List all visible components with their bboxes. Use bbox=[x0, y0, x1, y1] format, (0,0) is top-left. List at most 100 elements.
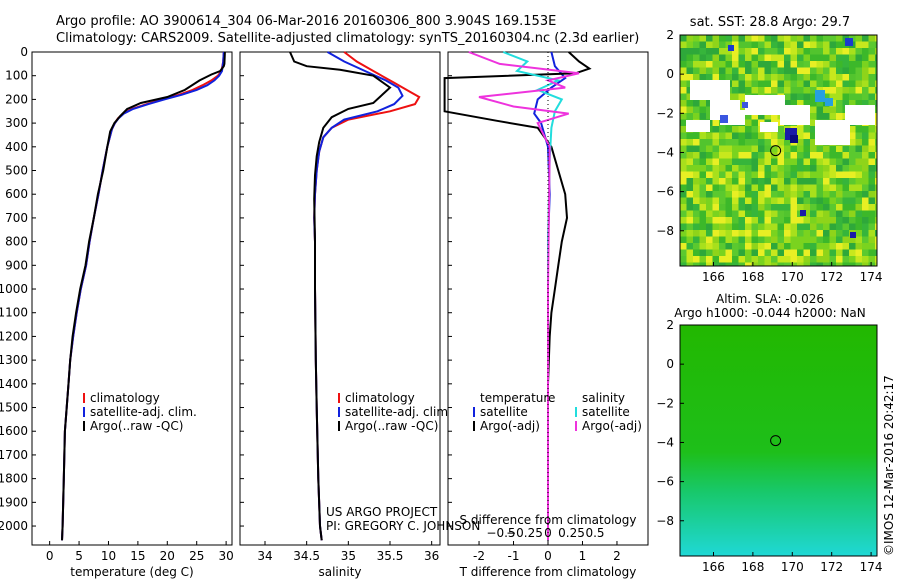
sst-cell bbox=[745, 256, 752, 263]
sst-cell bbox=[738, 256, 746, 263]
sst-cell bbox=[764, 35, 772, 42]
sst-cell bbox=[816, 145, 824, 153]
depth-tick-label: 700 bbox=[5, 211, 28, 225]
sst-cell bbox=[797, 223, 804, 231]
sst-cell bbox=[855, 67, 863, 75]
sst-cell bbox=[810, 197, 817, 205]
sst-cell bbox=[855, 48, 863, 55]
depth-tick-label: 1800 bbox=[0, 472, 28, 486]
sst-cell bbox=[751, 35, 759, 42]
sst-cell bbox=[836, 48, 843, 55]
sst-cell bbox=[810, 80, 817, 88]
sst-missing-area bbox=[780, 105, 810, 125]
sst-cell bbox=[764, 171, 772, 179]
sst-cell bbox=[680, 230, 687, 237]
sst-cell bbox=[745, 158, 752, 166]
temperature-xlabel: temperature (deg C) bbox=[70, 565, 193, 579]
legend-temperature-title: temperature bbox=[480, 391, 555, 405]
sst-cell bbox=[738, 41, 746, 49]
sst-cell bbox=[732, 243, 739, 250]
sst-cell bbox=[771, 217, 778, 224]
sst-cell bbox=[836, 145, 843, 153]
sst-cell bbox=[855, 100, 863, 107]
sst-cell bbox=[751, 243, 759, 250]
sst-cell bbox=[738, 217, 746, 224]
sst-cell bbox=[725, 41, 733, 49]
sst-cell bbox=[686, 80, 694, 88]
sst-cell bbox=[764, 204, 772, 211]
sst-cell bbox=[816, 152, 824, 159]
sla-xtick-label: 170 bbox=[781, 560, 804, 574]
sst-cell bbox=[699, 74, 707, 81]
sst-cell bbox=[738, 197, 746, 205]
imos-credit: ©IMOS 12-Mar-2016 20:42:17 bbox=[882, 375, 896, 556]
sla-ytick-label: 0 bbox=[666, 357, 674, 371]
sst-cell bbox=[862, 249, 869, 257]
sst-cell bbox=[829, 61, 837, 68]
sst-cell bbox=[764, 113, 772, 120]
sst-cell bbox=[712, 204, 720, 211]
sst-cell bbox=[829, 87, 837, 94]
sst-cell bbox=[823, 41, 830, 49]
sst-cell bbox=[686, 197, 694, 205]
sst-cell bbox=[777, 87, 785, 94]
sst-cell bbox=[875, 152, 877, 159]
sst-cell bbox=[764, 217, 772, 224]
sst-cell bbox=[836, 249, 843, 257]
sst-map-title: sat. SST: 28.8 Argo: 29.7 bbox=[690, 15, 850, 30]
sst-cell bbox=[738, 165, 746, 172]
sst-cell bbox=[764, 178, 772, 185]
sst-cell bbox=[868, 145, 876, 153]
sst-cell bbox=[816, 171, 824, 179]
sst-cell bbox=[738, 106, 746, 114]
sst-cell bbox=[849, 204, 856, 211]
sst-cell bbox=[790, 145, 798, 153]
sst-cell bbox=[719, 191, 726, 198]
sst-cell bbox=[803, 236, 811, 244]
sst-cell bbox=[706, 243, 713, 250]
sst-cell bbox=[706, 223, 713, 231]
sst-cell bbox=[816, 158, 824, 166]
sst-cell bbox=[719, 165, 726, 172]
sst-cell bbox=[790, 197, 798, 205]
sla-ytick-label: −4 bbox=[656, 435, 674, 449]
sst-cell bbox=[784, 93, 791, 101]
sla-frame bbox=[679, 324, 878, 557]
sst-cell bbox=[699, 197, 707, 205]
sst-cell bbox=[732, 93, 739, 101]
sst-cell bbox=[680, 171, 687, 179]
sst-cell bbox=[790, 93, 798, 101]
sst-cell bbox=[732, 223, 739, 231]
sst-cell bbox=[725, 67, 733, 75]
sst-cell bbox=[693, 217, 700, 224]
sst-cell bbox=[758, 223, 765, 231]
sst-cell bbox=[706, 158, 713, 166]
sst-cell bbox=[816, 191, 824, 198]
sst-cell bbox=[712, 48, 720, 55]
sst-cell bbox=[680, 139, 687, 146]
sst-cell bbox=[764, 41, 772, 49]
sst-cell bbox=[712, 178, 720, 185]
sst-cell bbox=[680, 126, 687, 133]
sst-cell bbox=[751, 178, 759, 185]
sst-cell bbox=[849, 145, 856, 153]
sst-cell bbox=[712, 126, 720, 133]
sst-cell bbox=[875, 243, 877, 250]
sst-cell bbox=[790, 184, 798, 192]
sst-cell bbox=[712, 262, 720, 266]
sst-cell bbox=[816, 236, 824, 244]
sst-cell bbox=[712, 35, 720, 42]
sst-cell bbox=[732, 126, 739, 133]
sst-cell bbox=[849, 61, 856, 68]
sst-cell bbox=[725, 35, 733, 42]
sst-cell bbox=[725, 139, 733, 146]
sst-cell bbox=[706, 236, 713, 244]
sst-cell bbox=[764, 262, 772, 266]
sst-cell bbox=[810, 41, 817, 49]
sst-cell bbox=[868, 132, 876, 140]
sst-cell bbox=[803, 126, 811, 133]
sst-cell bbox=[797, 171, 804, 179]
sst-cell bbox=[810, 217, 817, 224]
sst-cell bbox=[693, 152, 700, 159]
sst-cell bbox=[862, 184, 869, 192]
